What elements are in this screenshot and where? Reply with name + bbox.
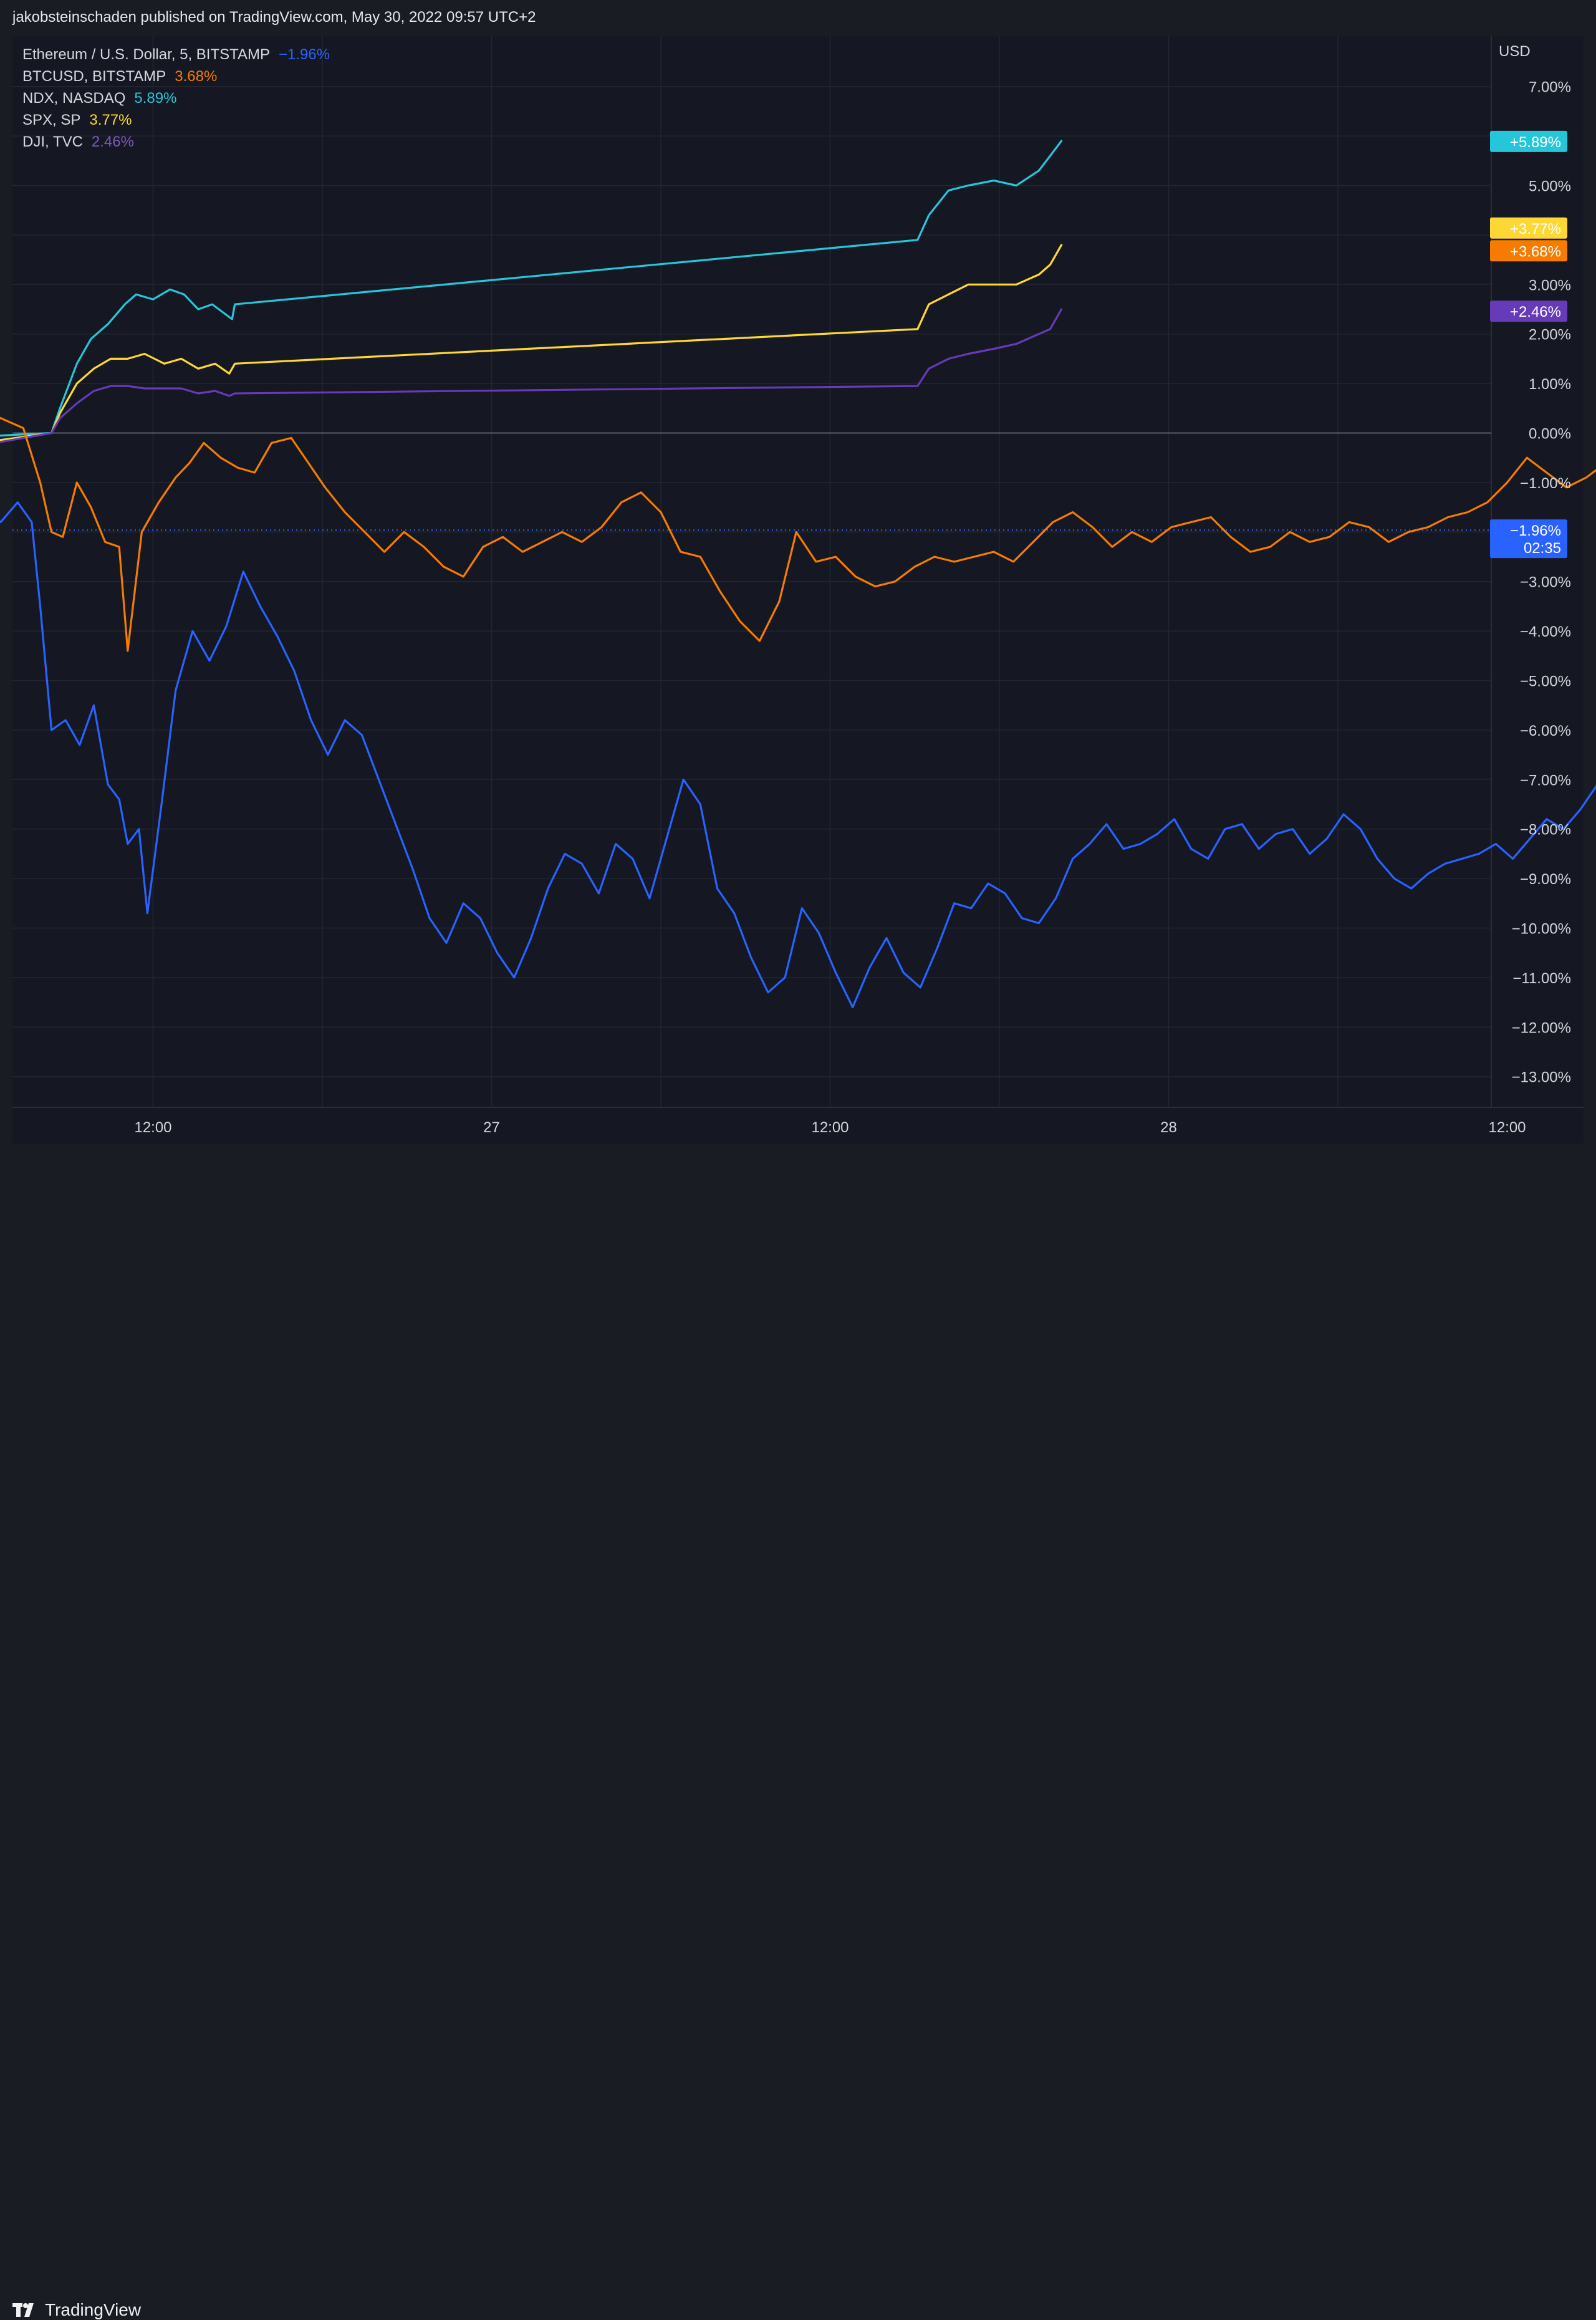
price-axis-unit: USD <box>1499 43 1531 60</box>
y-tick-label: −6.00% <box>1520 723 1571 739</box>
price-tag[interactable] <box>1490 130 1567 152</box>
y-tick-label: 2.00% <box>1529 327 1571 344</box>
legend-name: DJI, TVC <box>22 133 83 150</box>
legend-value: 3.77% <box>89 112 132 128</box>
x-tick-label: 27 <box>483 1119 500 1136</box>
publisher-text: jakobsteinschaden published on TradingVi… <box>12 9 536 26</box>
publisher-bar: jakobsteinschaden published on TradingVi… <box>0 0 1596 39</box>
series-line-4[interactable] <box>0 393 1596 1009</box>
price-tag-label: +3.68% <box>1510 243 1561 260</box>
y-tick-label: −8.00% <box>1520 822 1571 839</box>
y-tick-label: 5.00% <box>1529 178 1571 195</box>
price-tag[interactable] <box>1490 519 1567 559</box>
legend-name: NDX, NASDAQ <box>22 90 126 107</box>
series-line-0[interactable] <box>0 140 1063 443</box>
price-tag-label: +5.89% <box>1510 134 1561 151</box>
legend-name: SPX, SP <box>22 112 81 128</box>
y-tick-label: −10.00% <box>1512 921 1571 938</box>
y-tick-label: −7.00% <box>1520 772 1571 789</box>
y-tick-label: −9.00% <box>1520 871 1571 888</box>
x-tick-label: 28 <box>1160 1119 1177 1136</box>
price-tag-label: +2.46% <box>1510 304 1561 320</box>
price-tag-label: +3.77% <box>1510 221 1561 238</box>
price-tag[interactable] <box>1490 217 1567 239</box>
legend-value: 3.68% <box>175 68 218 85</box>
brand-label: TradingView <box>45 2300 142 2319</box>
plot-background <box>12 36 1491 1107</box>
y-tick-label: 3.00% <box>1529 277 1571 294</box>
y-tick-label: −12.00% <box>1512 1019 1571 1036</box>
price-tag[interactable] <box>1490 301 1567 322</box>
legend-row-spx[interactable]: SPX, SP 3.77% <box>22 109 330 131</box>
tradingview-brand[interactable]: TradingView <box>12 2300 141 2320</box>
y-tick-label: −4.00% <box>1520 623 1571 640</box>
series-line-2[interactable] <box>0 308 1063 468</box>
legend-name: Ethereum / U.S. Dollar, 5, BITSTAMP <box>22 46 271 63</box>
legend-value: −1.96% <box>279 46 330 63</box>
legend-row-btc[interactable]: BTCUSD, BITSTAMP 3.68% <box>22 65 330 87</box>
y-tick-label: −3.00% <box>1520 574 1571 591</box>
chart-legend: Ethereum / U.S. Dollar, 5, BITSTAMP −1.9… <box>22 44 330 153</box>
x-tick-label: 12:00 <box>1488 1119 1526 1136</box>
price-axis-background[interactable] <box>1491 36 1584 1107</box>
y-tick-label: −13.00% <box>1512 1069 1571 1086</box>
chart-svg[interactable]: USD 7.00% 5.00% 3.00% 2.00% 1.00% 0.00% −1.00% −… <box>0 0 1596 1187</box>
y-tick-label: −11.00% <box>1512 970 1571 987</box>
legend-row-ndx[interactable]: NDX, NASDAQ 5.89% <box>22 87 330 109</box>
price-tag-countdown: 02:35 <box>1524 540 1561 557</box>
series-line-1[interactable] <box>0 244 1063 460</box>
legend-row-dji[interactable]: DJI, TVC 2.46% <box>22 131 330 153</box>
y-tick-label: −1.00% <box>1520 475 1571 492</box>
legend-value: 2.46% <box>91 133 134 150</box>
legend-name: BTCUSD, BITSTAMP <box>22 68 166 85</box>
y-tick-label: 7.00% <box>1529 79 1571 96</box>
x-tick-label: 12:00 <box>811 1119 848 1136</box>
tradingview-logo-icon <box>12 2301 39 2319</box>
y-tick-label: 0.00% <box>1529 426 1571 443</box>
price-tag[interactable] <box>1490 240 1567 262</box>
footer-bar: TradingView <box>0 1145 1596 2319</box>
legend-value: 5.89% <box>134 90 177 107</box>
y-tick-label: −5.00% <box>1520 673 1571 690</box>
series-line-3[interactable] <box>0 230 1596 652</box>
y-tick-label: 1.00% <box>1529 376 1571 393</box>
x-tick-label: 12:00 <box>134 1119 171 1136</box>
price-tag-label: −1.96% <box>1510 522 1561 539</box>
legend-row-eth[interactable]: Ethereum / U.S. Dollar, 5, BITSTAMP −1.9… <box>22 44 330 65</box>
